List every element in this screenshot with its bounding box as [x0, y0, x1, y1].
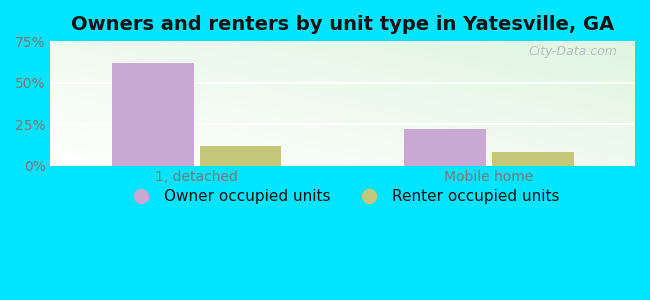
Bar	[200, 146, 281, 166]
Bar	[492, 152, 574, 166]
Bar	[404, 129, 486, 166]
Bar	[112, 63, 194, 166]
Text: City-Data.com: City-Data.com	[528, 45, 618, 58]
Bar	[112, 63, 194, 166]
Bar	[200, 146, 281, 166]
Bar	[404, 129, 486, 166]
Title: Owners and renters by unit type in Yatesville, GA: Owners and renters by unit type in Yates…	[71, 15, 614, 34]
Bar	[492, 152, 574, 166]
Legend: Owner occupied units, Renter occupied units: Owner occupied units, Renter occupied un…	[120, 183, 566, 210]
